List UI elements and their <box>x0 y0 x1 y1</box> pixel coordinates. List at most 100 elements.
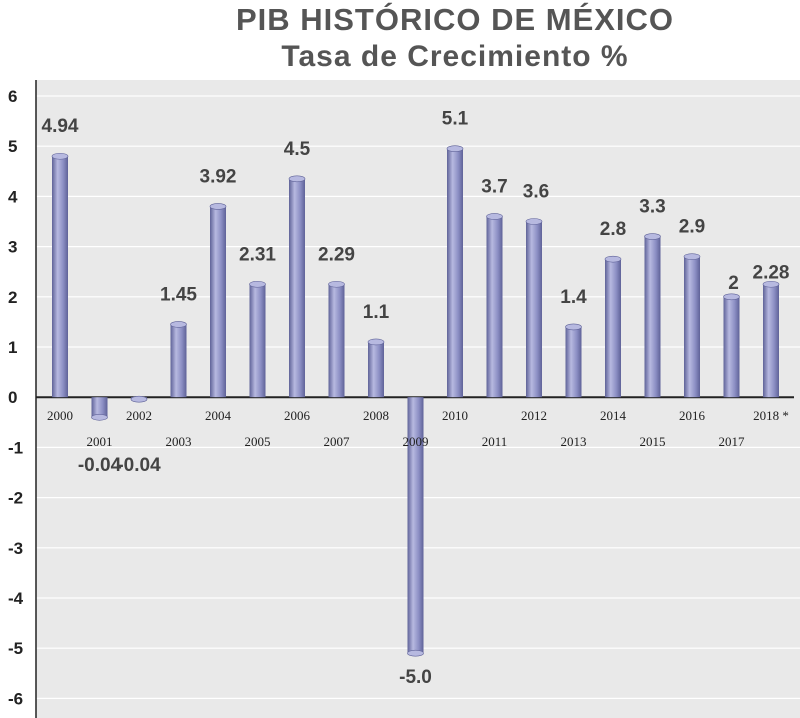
x-tick-label: 2018 * <box>753 408 789 423</box>
bar-cap <box>367 338 385 346</box>
bar-cap <box>209 203 227 210</box>
data-label: 3.6 <box>523 182 549 203</box>
y-tick-label: 4 <box>8 187 18 206</box>
bar-2002 <box>130 395 148 403</box>
bar-body <box>91 397 108 418</box>
data-label: -5.0 <box>399 667 432 688</box>
bar-body <box>447 148 463 398</box>
y-tick-label: 1 <box>8 338 17 357</box>
bar-cap <box>446 145 464 153</box>
bar-body <box>368 341 384 398</box>
bar-2012 <box>525 218 543 398</box>
data-label: 1.1 <box>363 302 390 323</box>
data-label: 2.29 <box>318 244 355 265</box>
y-tick-label: -3 <box>8 539 23 558</box>
x-tick-label: 2002 <box>126 408 152 423</box>
bar-body <box>644 236 661 398</box>
x-tick-label: 2011 <box>482 434 508 449</box>
bar-2015 <box>644 233 661 398</box>
bar-cap <box>644 233 661 240</box>
x-tick-label: 2007 <box>324 434 351 449</box>
bar-2008 <box>367 338 385 398</box>
bar-body <box>684 256 700 398</box>
data-label: -0.04 <box>117 455 161 476</box>
bar-cap <box>604 255 622 263</box>
data-label: 4.94 <box>42 116 79 137</box>
data-label: 2.31 <box>239 244 276 265</box>
y-tick-label: -1 <box>8 438 23 457</box>
bar-body <box>526 221 542 398</box>
bar-2018 <box>762 280 780 398</box>
y-tick-label: -2 <box>8 489 23 508</box>
chart-title: PIB HISTÓRICO DE MÉXICO <box>235 2 675 37</box>
bar-body <box>289 178 305 398</box>
bar-body <box>52 156 68 398</box>
data-label: 2.8 <box>600 219 626 240</box>
bar-2007 <box>328 280 345 398</box>
bar-cap <box>407 649 424 657</box>
x-tick-label: 2004 <box>205 408 232 423</box>
bar-2001 <box>91 397 108 421</box>
x-tick-label: 2006 <box>284 408 311 423</box>
bar-body <box>605 259 621 398</box>
bar-cap <box>565 323 582 331</box>
bar-cap <box>249 280 266 288</box>
x-tick-label: 2016 <box>679 408 706 423</box>
bar-2010 <box>446 145 464 398</box>
x-tick-label: 2005 <box>245 434 271 449</box>
data-label: -0.04 <box>78 455 122 476</box>
x-tick-label: 2014 <box>600 408 627 423</box>
bar-2000 <box>51 152 69 398</box>
bar-2013 <box>565 323 582 398</box>
chart-subtitle: Tasa de Crecimiento % <box>281 40 629 73</box>
bar-2005 <box>249 280 266 398</box>
bar-2014 <box>604 255 622 398</box>
bar-cap <box>130 395 148 403</box>
bar-cap <box>683 253 701 260</box>
data-label: 2.9 <box>679 217 705 238</box>
data-label: 5.1 <box>442 109 469 130</box>
bar-cap <box>328 280 345 288</box>
bar-body <box>565 326 582 398</box>
x-tick-label: 2001 <box>87 434 113 449</box>
title-area: PIB HISTÓRICO DE MÉXICO Tasa de Crecimie… <box>0 0 800 78</box>
bar-cap <box>723 293 740 301</box>
x-tick-label: 2003 <box>166 434 192 449</box>
bar-body <box>723 296 740 398</box>
x-tick-label: 2013 <box>561 434 587 449</box>
data-label: 2.28 <box>753 262 790 283</box>
bar-2003 <box>170 321 187 398</box>
bar-2009 <box>407 397 424 657</box>
bar-cap <box>51 152 69 160</box>
bar-2006 <box>288 175 306 398</box>
x-tick-label: 2012 <box>521 408 547 423</box>
y-tick-label: 6 <box>8 87 17 106</box>
y-tick-label: 0 <box>8 388 17 407</box>
bar-cap <box>762 280 780 288</box>
bar-cap <box>525 218 543 225</box>
bar-body <box>328 284 345 398</box>
y-tick-label: -4 <box>8 589 24 608</box>
bar-body <box>486 216 503 398</box>
bar-body <box>170 324 187 398</box>
y-tick-label: 2 <box>8 288 17 307</box>
data-label: 1.4 <box>560 287 587 308</box>
bar-body <box>210 206 226 398</box>
data-label: 2 <box>728 273 739 294</box>
bar-cap <box>486 213 503 220</box>
bar-2017 <box>723 293 740 398</box>
y-tick-label: 3 <box>8 238 17 257</box>
data-label: 1.45 <box>160 284 197 305</box>
data-label: 3.3 <box>639 197 665 218</box>
bar-cap <box>288 175 306 183</box>
data-label: 3.92 <box>200 166 237 187</box>
data-label: 4.5 <box>284 139 311 160</box>
y-tick-label: -6 <box>8 689 23 708</box>
x-tick-label: 2008 <box>363 408 389 423</box>
y-tick-label: -5 <box>8 639 23 658</box>
bar-2011 <box>486 213 503 398</box>
bar-body <box>407 397 424 654</box>
data-label: 3.7 <box>481 176 507 197</box>
x-tick-label: 2000 <box>47 408 73 423</box>
